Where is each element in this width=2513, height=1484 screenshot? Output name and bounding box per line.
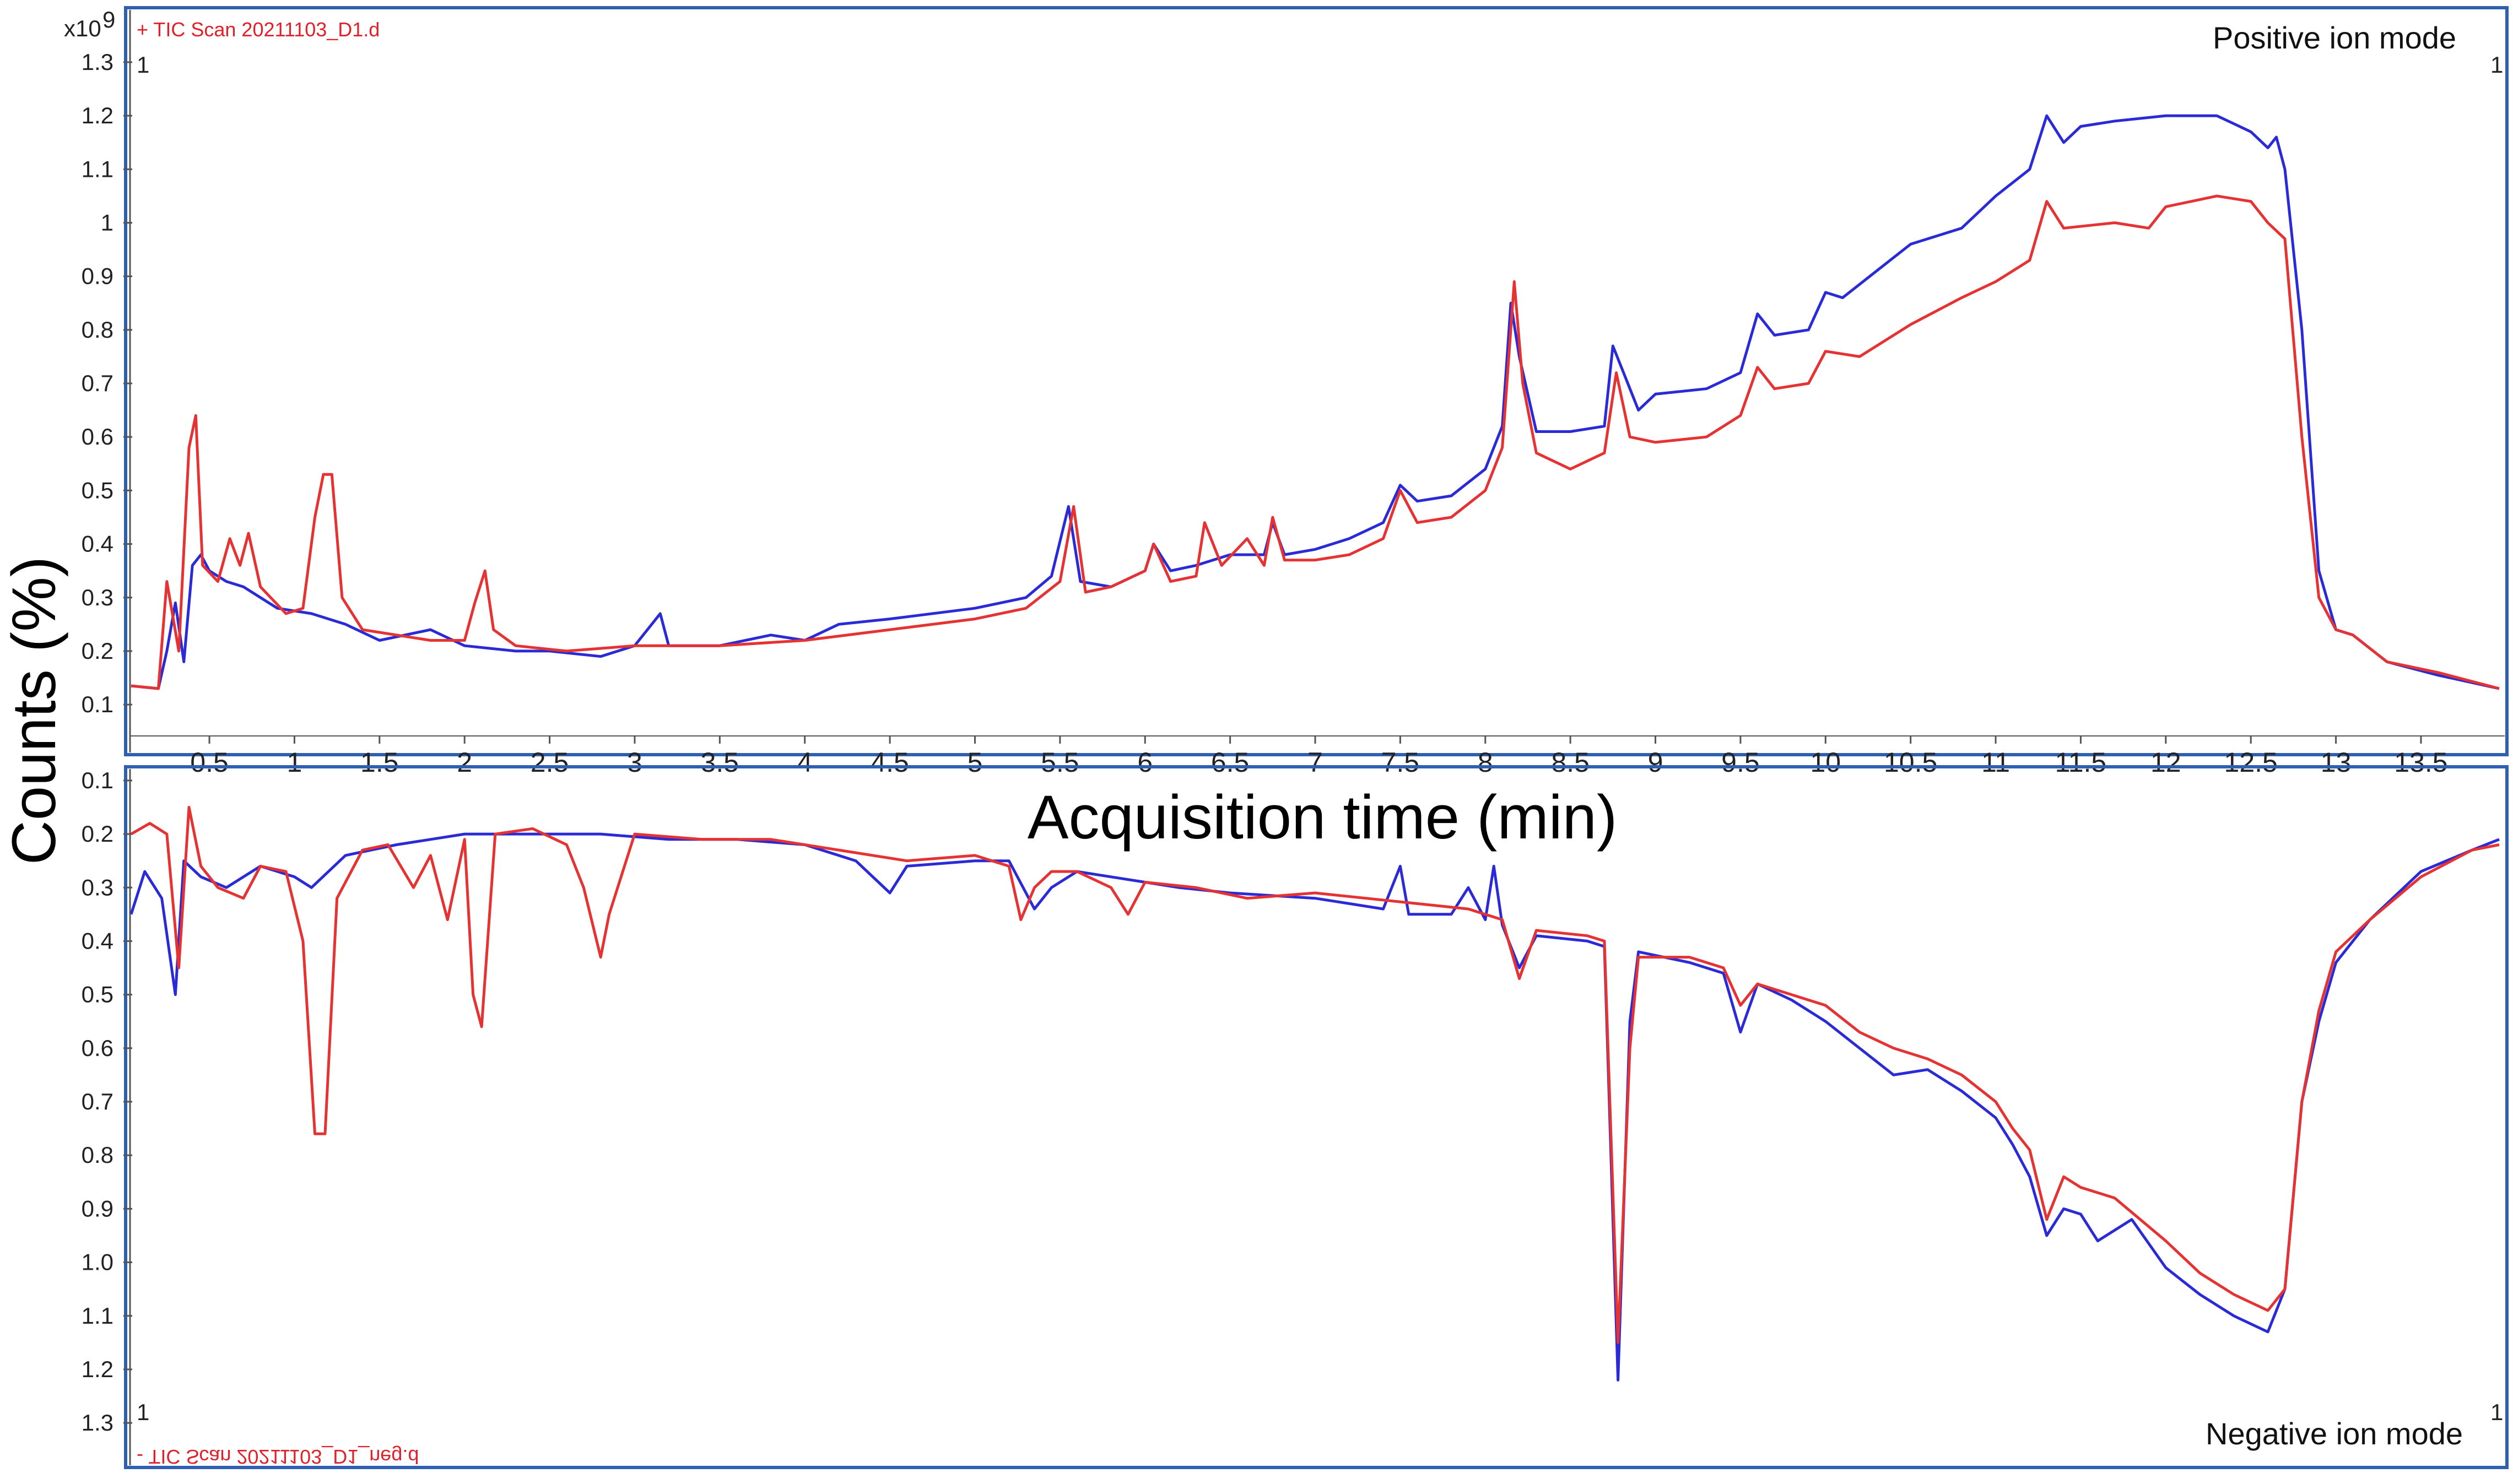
x-tick-label: 3.5 bbox=[701, 747, 739, 778]
corner-mark-left: 1 bbox=[137, 52, 149, 78]
y-tick-label: 0.6 bbox=[82, 424, 114, 449]
x-tick-label: 13 bbox=[2321, 747, 2352, 778]
y-tick-label: 1.3 bbox=[82, 1410, 114, 1436]
x-tick-label: 6 bbox=[1137, 747, 1153, 778]
x-tick-label: 5.5 bbox=[1041, 747, 1079, 778]
x-tick-label: 9 bbox=[1648, 747, 1663, 778]
panel-frame-negative bbox=[124, 765, 2509, 1469]
mode-label-negative: Negative ion mode bbox=[2206, 1416, 2463, 1451]
series-line-negative-red bbox=[130, 806, 2500, 1344]
x-tick-label: 7.5 bbox=[1381, 747, 1420, 778]
y-tick-label: 0.8 bbox=[82, 317, 114, 343]
x-tick-label: 12.5 bbox=[2224, 747, 2278, 778]
x-tick-label: 10.5 bbox=[1884, 747, 1937, 778]
x-tick-label: 10 bbox=[1810, 747, 1841, 778]
scan-label-negative: - TIC Scan 20211103_D1_neg.d bbox=[137, 1445, 419, 1468]
x-tick-label: 9.5 bbox=[1721, 747, 1760, 778]
y-tick-label: 0.8 bbox=[82, 1142, 114, 1168]
x-tick-label: 11 bbox=[1981, 747, 2010, 778]
x-tick-label: 3 bbox=[627, 747, 642, 778]
y-tick-label: 0.1 bbox=[82, 691, 114, 717]
y-tick-label: 0.4 bbox=[82, 531, 114, 557]
y-tick-label: 0.3 bbox=[82, 584, 114, 610]
scan-label-positive: + TIC Scan 20211103_D1.d bbox=[137, 18, 380, 41]
y-tick-label: 0.1 bbox=[82, 767, 114, 793]
panel-negative: 0.1 0.2 0.3 0.4 0.5 0.6 0.7 0.8 0.9 1.0 1.1 1.2 1.3 N… bbox=[82, 765, 2509, 1469]
panel-frame-positive bbox=[124, 6, 2509, 756]
corner-mark-right: 1 bbox=[2490, 1399, 2503, 1425]
series-line-negative-blue bbox=[129, 832, 2500, 1382]
y-tick-label: 0.4 bbox=[82, 928, 114, 954]
y-tick-label: 0.5 bbox=[82, 477, 114, 503]
x-tick-label: 8.5 bbox=[1551, 747, 1590, 778]
mode-label-positive: Positive ion mode bbox=[2213, 20, 2456, 55]
series-line-positive-blue bbox=[131, 114, 2500, 690]
corner-mark-right: 1 bbox=[2490, 52, 2503, 78]
x-tick-label: 4.5 bbox=[871, 747, 909, 778]
y-tick-label: 0.2 bbox=[82, 821, 114, 847]
x-tick-label: 1.5 bbox=[360, 747, 399, 778]
y-tick-label: 1.2 bbox=[82, 102, 114, 128]
x-tick-label: 12 bbox=[2150, 747, 2181, 778]
y-tick-label: 0.5 bbox=[82, 982, 114, 1008]
y-tick-label: 0.6 bbox=[82, 1035, 114, 1061]
x-tick-label: 2.5 bbox=[531, 747, 569, 778]
y-tick-label: 0.9 bbox=[82, 1195, 114, 1221]
series-line-positive-red bbox=[131, 194, 2500, 690]
x-tick-label: 0.5 bbox=[190, 747, 229, 778]
y-tick-label: 0.3 bbox=[82, 874, 114, 900]
x-tick-label: 8 bbox=[1478, 747, 1493, 778]
x-tick-label: 4 bbox=[797, 747, 813, 778]
y-tick-label: 0.7 bbox=[82, 370, 114, 396]
y-tick-label: 1 bbox=[101, 209, 114, 235]
y-tick-label: 1.1 bbox=[82, 156, 114, 182]
x-axis-title: Acquisition time (min) bbox=[1028, 783, 1618, 852]
y-axis-title: Counts (%) bbox=[0, 556, 68, 865]
x-tick-label: 5 bbox=[968, 747, 983, 778]
y-tick-label: 0.7 bbox=[82, 1088, 114, 1114]
x-tick-label: 13.5 bbox=[2394, 747, 2447, 778]
y-tick-label: 1.1 bbox=[82, 1303, 114, 1329]
panel-positive: 0.1 0.2 0.3 0.4 0.5 0.6 0.7 0.8 0.9 1 1.1 1.2 1.3 0.5… bbox=[64, 6, 2509, 778]
x-tick-label: 1 bbox=[287, 747, 302, 778]
y-tick-label: 1.2 bbox=[82, 1356, 114, 1382]
y-tick-label: 0.2 bbox=[82, 638, 114, 664]
y-tick-label: 1.3 bbox=[82, 49, 114, 75]
x-tick-label: 6.5 bbox=[1211, 747, 1250, 778]
x-tick-label: 2 bbox=[457, 747, 472, 778]
y-multiplier: x10 bbox=[64, 15, 101, 41]
y-multiplier-exponent: 9 bbox=[102, 7, 115, 33]
x-tick-label: 11.5 bbox=[2055, 747, 2107, 778]
x-tick-label: 7 bbox=[1307, 747, 1323, 778]
corner-mark-left: 1 bbox=[137, 1399, 149, 1425]
y-tick-label: 0.9 bbox=[82, 263, 114, 289]
y-tick-label: 1.0 bbox=[82, 1249, 114, 1275]
